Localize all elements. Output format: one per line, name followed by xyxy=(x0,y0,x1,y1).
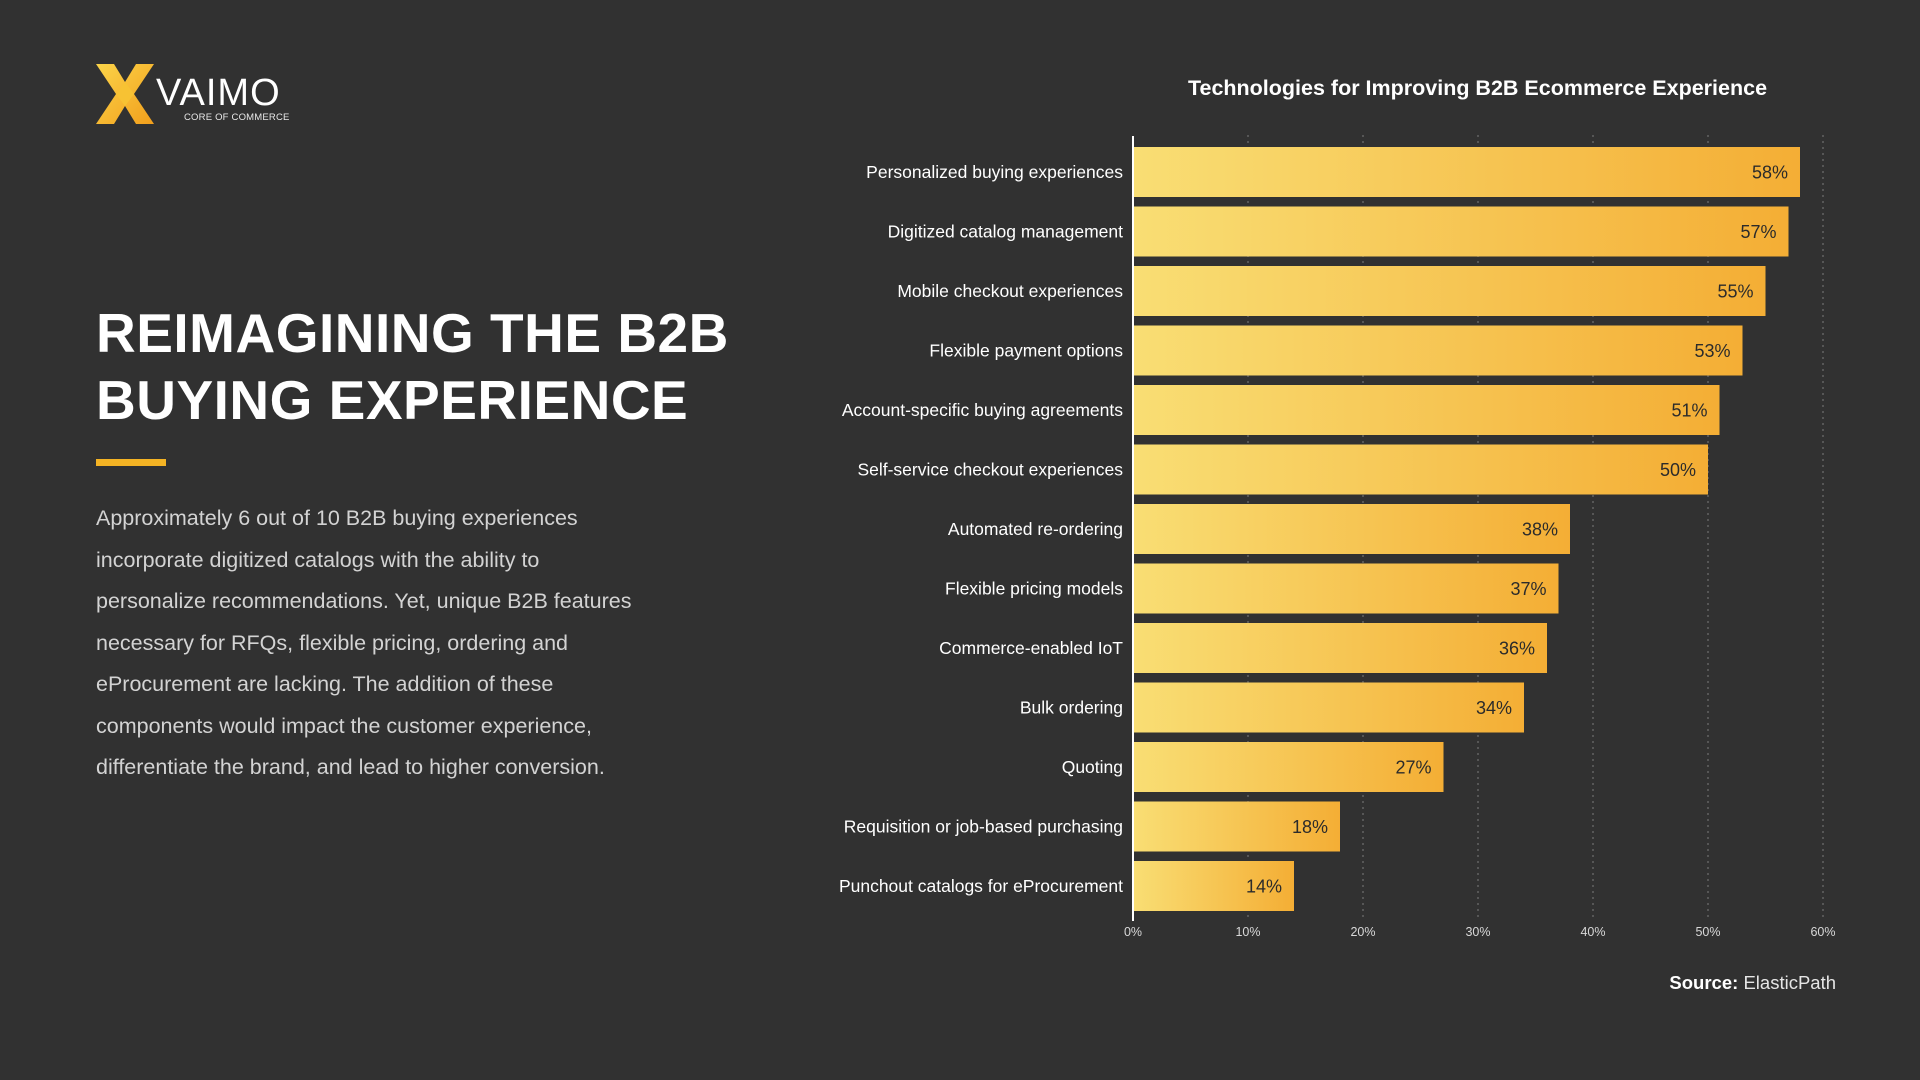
body-line: incorporate digitized catalogs with the … xyxy=(96,547,540,572)
bar-value-label: 51% xyxy=(1671,401,1707,421)
body-paragraph: Approximately 6 out of 10 B2B buying exp… xyxy=(96,498,696,789)
bar-value-label: 34% xyxy=(1476,698,1512,718)
category-label: Commerce-enabled IoT xyxy=(939,638,1123,658)
x-tick-label: 0% xyxy=(1124,925,1142,939)
category-label: Flexible payment options xyxy=(929,341,1123,361)
bar xyxy=(1133,206,1789,257)
category-label: Automated re-ordering xyxy=(948,519,1123,539)
x-tick-label: 10% xyxy=(1235,925,1260,939)
brand-tagline: CORE OF COMMERCE xyxy=(184,112,290,123)
x-tick-label: 60% xyxy=(1810,925,1835,939)
accent-divider xyxy=(96,459,166,466)
bar-value-label: 18% xyxy=(1292,817,1328,837)
bar-chart: 58%57%55%53%51%50%38%37%36%34%27%18%14% … xyxy=(839,135,1836,939)
brand-name: VAIMO xyxy=(156,72,281,114)
category-label: Bulk ordering xyxy=(1020,698,1123,718)
bar-value-label: 55% xyxy=(1717,282,1753,302)
category-label: Requisition or job-based purchasing xyxy=(844,817,1123,837)
bar-value-label: 37% xyxy=(1510,579,1546,599)
headline-line-1: REIMAGINING THE B2B xyxy=(96,302,729,364)
body-line: Approximately 6 out of 10 B2B buying exp… xyxy=(96,506,578,530)
bar-value-label: 36% xyxy=(1499,639,1535,659)
x-tick-label: 40% xyxy=(1580,925,1605,939)
bar xyxy=(1133,266,1766,316)
bar xyxy=(1133,623,1547,673)
source-note: Source: ElasticPath xyxy=(1669,972,1836,994)
bar xyxy=(1133,325,1743,376)
category-label: Mobile checkout experiences xyxy=(897,281,1123,301)
source-label: Source: xyxy=(1669,972,1739,993)
bar xyxy=(1133,147,1800,197)
page-headline: REIMAGINING THE B2B BUYING EXPERIENCE xyxy=(96,300,736,434)
bar xyxy=(1133,385,1720,435)
bar xyxy=(1133,861,1294,911)
bar-value-label: 38% xyxy=(1522,520,1558,540)
bar xyxy=(1133,742,1444,792)
category-label: Flexible pricing models xyxy=(945,579,1123,599)
bar xyxy=(1133,504,1570,554)
x-tick-label: 50% xyxy=(1695,925,1720,939)
bar-value-label: 27% xyxy=(1395,758,1431,778)
bar-value-label: 50% xyxy=(1660,460,1696,480)
bar-value-label: 58% xyxy=(1752,163,1788,183)
bar xyxy=(1133,563,1559,614)
bar-value-label: 14% xyxy=(1246,877,1282,897)
body-line: personalize recommendations. Yet, unique… xyxy=(96,589,632,613)
chart-title: Technologies for Improving B2B Ecommerce… xyxy=(1187,76,1768,100)
category-label: Digitized catalog management xyxy=(888,222,1124,242)
bar xyxy=(1133,801,1340,852)
x-tick-label: 30% xyxy=(1465,925,1490,939)
bar-value-label: 53% xyxy=(1694,341,1730,361)
vaimo-logo: VAIMO CORE OF COMMERCE xyxy=(94,60,314,130)
axes: 0% 10% 20% 30% 40% 50% 60% Personalized buying … xyxy=(839,136,1836,939)
source-value: ElasticPath xyxy=(1743,972,1836,993)
body-line: eProcurement are lacking. The addition o… xyxy=(96,672,554,696)
category-label: Personalized buying experiences xyxy=(866,162,1123,182)
category-label: Punchout catalogs for eProcurement xyxy=(839,876,1123,896)
category-label: Account-specific buying agreements xyxy=(842,400,1123,420)
body-line: differentiate the brand, and lead to hig… xyxy=(96,755,605,779)
bar xyxy=(1133,682,1524,733)
category-label: Self-service checkout experiences xyxy=(857,460,1123,480)
bar-value-label: 57% xyxy=(1740,222,1776,242)
bars: 58% 57% 55% 53% 51% 50% 38% 37% 36% 34% 27% 18% 14% xyxy=(1133,147,1800,911)
headline-line-2: BUYING EXPERIENCE xyxy=(96,369,689,431)
bar xyxy=(1133,444,1708,495)
body-line: components would impact the customer exp… xyxy=(96,713,592,738)
body-line: necessary for RFQs, flexible pricing, or… xyxy=(96,630,569,655)
category-label: Quoting xyxy=(1062,757,1123,777)
x-tick-label: 20% xyxy=(1350,925,1375,939)
vaimo-x-icon xyxy=(96,64,154,124)
